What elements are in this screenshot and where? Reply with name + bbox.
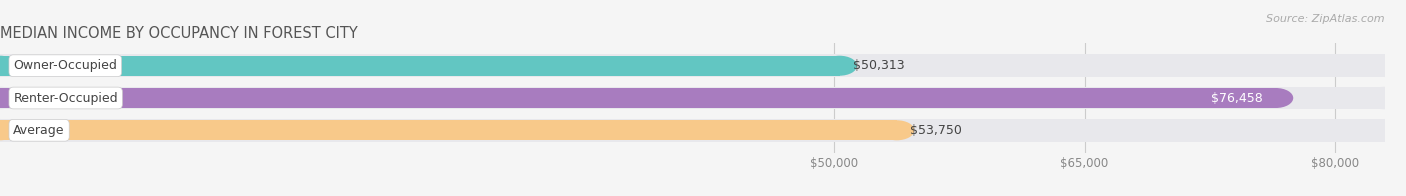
Text: $53,750: $53,750 (910, 124, 962, 137)
Text: $76,458: $76,458 (1211, 92, 1263, 104)
Text: Source: ZipAtlas.com: Source: ZipAtlas.com (1267, 14, 1385, 24)
Text: Owner-Occupied: Owner-Occupied (13, 59, 117, 72)
Bar (0, 87, 1385, 109)
Text: $50,313: $50,313 (853, 59, 904, 72)
Bar (0, 56, 839, 76)
Text: MEDIAN INCOME BY OCCUPANCY IN FOREST CITY: MEDIAN INCOME BY OCCUPANCY IN FOREST CIT… (0, 26, 357, 41)
Ellipse shape (1258, 88, 1294, 108)
Ellipse shape (1365, 119, 1405, 142)
Ellipse shape (0, 54, 20, 77)
Ellipse shape (0, 88, 17, 108)
Text: Average: Average (13, 124, 65, 137)
Ellipse shape (879, 120, 914, 140)
Bar (0, 119, 1385, 142)
Bar (0, 120, 897, 140)
Ellipse shape (1365, 87, 1405, 109)
Ellipse shape (0, 87, 20, 109)
Ellipse shape (0, 56, 17, 76)
Ellipse shape (0, 119, 20, 142)
Text: Renter-Occupied: Renter-Occupied (13, 92, 118, 104)
Ellipse shape (0, 120, 17, 140)
Ellipse shape (823, 56, 858, 76)
Bar (0, 54, 1385, 77)
Ellipse shape (1365, 54, 1405, 77)
Bar (0, 88, 1275, 108)
